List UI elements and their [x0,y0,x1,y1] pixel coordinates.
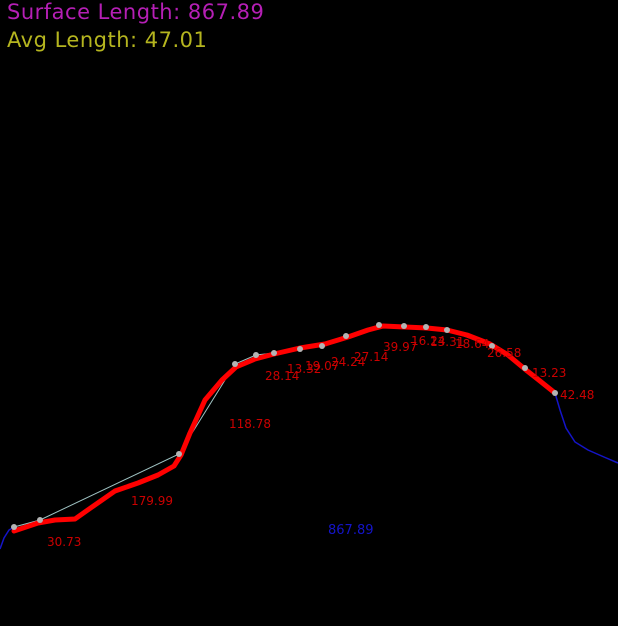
surface-length-readout: Surface Length: 867.89 [7,0,265,24]
control-point [253,352,259,358]
control-point [37,517,43,523]
control-point [522,365,528,371]
control-point [297,346,303,352]
segment-length-label: 118.78 [229,417,271,431]
segment-length-label: 42.48 [560,388,594,402]
control-polyline [13,324,556,528]
segment-length-label: 18.64 [455,337,489,351]
control-point [444,327,450,333]
segment-length-label: 13.31 [430,335,464,349]
control-point [423,324,429,330]
segment-length-label: 13.32 [287,362,321,376]
control-point [401,323,407,329]
segment-length-label: 24.24 [331,355,365,369]
segment-length-label: 39.97 [383,340,417,354]
segment-length-label: 19.07 [305,359,339,373]
control-point [552,390,558,396]
segment-length-label: 28.14 [265,369,299,383]
segment-length-label: 16.24 [411,334,445,348]
segment-length-label: 179.99 [131,494,173,508]
total-length-label: 867.89 [328,523,374,538]
control-point [271,350,277,356]
control-point [176,451,182,457]
segment-length-label: 27.14 [354,350,388,364]
segment-length-label: 30.73 [47,535,81,549]
control-point [343,333,349,339]
control-points [11,322,558,530]
raw-profile-right [554,392,618,464]
control-point [319,343,325,349]
control-point [232,361,238,367]
avg-length-readout: Avg Length: 47.01 [7,28,208,52]
control-point [489,343,495,349]
control-point [376,322,382,328]
control-point [11,524,17,530]
segment-labels: 30.73 179.99 118.78 28.1413.3219.0724.2427.… [47,334,594,549]
segment-length-label: 13.23 [532,366,566,380]
fitted-surface-curve [11,323,558,534]
segment-length-label: 26.58 [487,346,521,360]
